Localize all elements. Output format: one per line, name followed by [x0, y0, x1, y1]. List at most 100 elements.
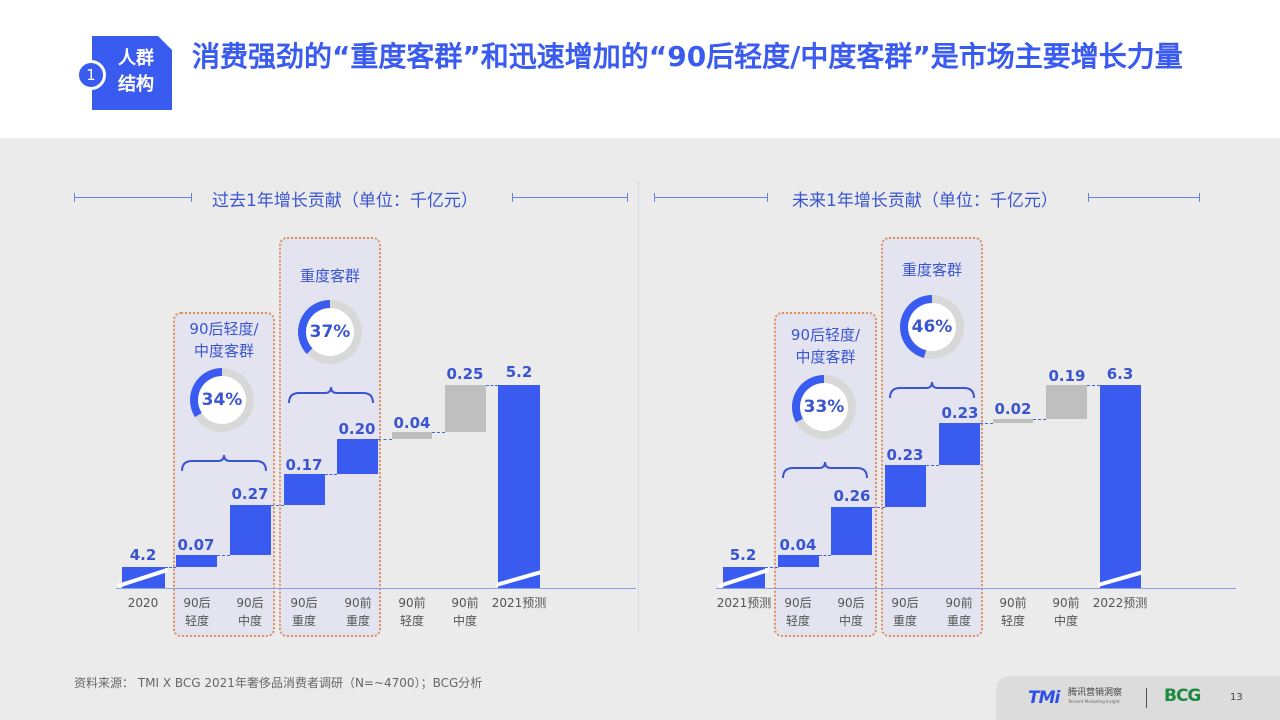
x-label-line: 中度 — [838, 614, 863, 628]
left-x-label: 2020 — [113, 594, 173, 612]
x-label-line: 2022预测 — [1092, 596, 1148, 610]
connector — [765, 567, 778, 568]
left-bar-pre90-mid — [445, 385, 486, 432]
left-group1-pct: 34% — [198, 376, 246, 424]
right-bar-pre90-heavy — [939, 423, 980, 465]
left-section-title: 过去1年增长贡献（单位：千亿元） — [212, 191, 478, 211]
left-bar-pre90-heavy — [337, 439, 378, 474]
x-label-line: 中度 — [452, 614, 477, 628]
right-group2-label: 重度客群 — [901, 261, 962, 279]
right-value-label: 0.26 — [833, 487, 871, 505]
tmi-logo: TMi — [1028, 688, 1060, 708]
right-x-label: 90前重度 — [929, 594, 989, 630]
x-label-line: 90后 — [784, 596, 812, 610]
right-group1-pct: 33% — [800, 383, 848, 431]
x-label-line: 90前 — [945, 596, 973, 610]
left-group2-label: 重度客群 — [299, 267, 360, 285]
footer-bar — [996, 676, 1280, 720]
left-bar-90s-mid — [230, 505, 271, 555]
left-x-label: 90后中度 — [220, 594, 280, 630]
left-x-label: 90前中度 — [435, 594, 495, 630]
x-label-line: 轻度 — [399, 614, 424, 628]
source-note: 资料来源： TMI X BCG 2021年奢侈品消费者调研（N=~4700）；B… — [74, 676, 483, 690]
right-bar-pre90-mid — [1046, 385, 1087, 419]
bcg-logo: BCG — [1164, 686, 1201, 706]
logo-separator — [1146, 688, 1147, 708]
right-group2-donut: 46% — [900, 295, 964, 359]
x-label-line: 重度 — [892, 614, 917, 628]
left-group2-brace-icon — [288, 386, 374, 404]
right-value-label: 5.2 — [729, 546, 757, 564]
x-label-line: 90前 — [999, 596, 1027, 610]
right-value-label: 0.04 — [779, 536, 817, 554]
tmi-logo-en: Tencent Marketing Insight — [1068, 699, 1120, 704]
right-x-label: 90前 轻度 — [983, 594, 1043, 630]
x-label-line: 重度 — [946, 614, 971, 628]
page-title: 消费强劲的“重度客群”和迅速增加的“90后轻度/中度客群”是市场主要增长力量 — [192, 40, 1183, 73]
right-bar-2022-forecast — [1100, 385, 1141, 588]
right-bar-90s-heavy — [885, 465, 926, 507]
right-group1-brace-icon — [782, 461, 868, 479]
right-x-label: 90后重度 — [875, 594, 935, 630]
connector — [980, 423, 993, 424]
left-group1-label-line1: 90后轻度/ — [189, 320, 259, 338]
x-label-line: 90后 — [290, 596, 318, 610]
x-label-line: 90前 — [344, 596, 372, 610]
left-x-label: 90前 重度 — [328, 594, 388, 630]
connector — [1033, 419, 1046, 420]
left-value-label: 0.27 — [231, 485, 269, 503]
right-bar-pre90-light — [993, 419, 1033, 423]
x-label-line: 90后 — [183, 596, 211, 610]
badge-line-2: 结构 — [118, 74, 154, 95]
right-value-label: 6.3 — [1106, 365, 1134, 383]
connector — [872, 507, 885, 508]
connector — [926, 465, 939, 466]
x-label-line: 90后 — [891, 596, 919, 610]
right-value-label: 0.02 — [994, 400, 1032, 418]
connector — [819, 555, 831, 556]
left-baseline — [116, 588, 636, 589]
right-value-label: 0.23 — [941, 404, 979, 422]
left-bar-pre90-light — [392, 432, 432, 439]
left-value-label: 0.04 — [393, 414, 431, 432]
connector — [432, 432, 445, 433]
left-bar-90s-light — [176, 555, 217, 567]
right-title-rule-right — [1088, 193, 1200, 202]
right-x-label: 90后 中度 — [821, 594, 881, 630]
x-label-line: 中度 — [237, 614, 262, 628]
connector — [325, 474, 337, 475]
left-group2-donut: 37% — [298, 300, 362, 364]
left-group-90s-light-mid — [173, 312, 275, 637]
center-divider — [638, 182, 639, 632]
header: 人群 结构 1 消费强劲的“重度客群”和迅速增加的“90后轻度/中度客群”是市场… — [0, 0, 1280, 138]
right-group2-pct: 46% — [908, 303, 956, 351]
x-label-line: 2021预测 — [716, 596, 772, 610]
left-value-label: 0.07 — [177, 536, 215, 554]
right-x-label: 90后轻度 — [768, 594, 828, 630]
right-group1-label: 90后轻度/ 中度客群 — [774, 324, 877, 368]
left-group2-pct: 37% — [306, 308, 354, 356]
connector — [217, 555, 230, 556]
x-label-line: 90前 — [451, 596, 479, 610]
right-bar-90s-light — [778, 555, 819, 567]
right-group2-brace-icon — [889, 381, 975, 399]
right-title-rule-left — [654, 193, 768, 202]
badge-line-1: 人群 — [118, 48, 154, 69]
right-x-label: 2022预测 — [1090, 594, 1150, 612]
left-value-label: 0.17 — [285, 456, 323, 474]
x-label-line: 重度 — [291, 614, 316, 628]
badge-label: 人群 结构 — [108, 46, 164, 98]
right-group-90s-light-mid — [774, 312, 877, 637]
left-value-label: 0.20 — [338, 420, 376, 438]
badge-number: 1 — [76, 60, 106, 90]
left-bar-90s-heavy — [284, 474, 325, 505]
x-label-line: 90后 — [236, 596, 264, 610]
x-label-line: 中度 — [1053, 614, 1078, 628]
right-bar-90s-mid — [831, 507, 872, 555]
left-title-rule-right — [512, 193, 628, 202]
x-label-line: 90前 — [398, 596, 426, 610]
right-value-label: 0.19 — [1048, 367, 1086, 385]
right-group1-donut: 33% — [792, 375, 856, 439]
x-label-line: 轻度 — [785, 614, 810, 628]
left-group1-donut: 34% — [190, 368, 254, 432]
